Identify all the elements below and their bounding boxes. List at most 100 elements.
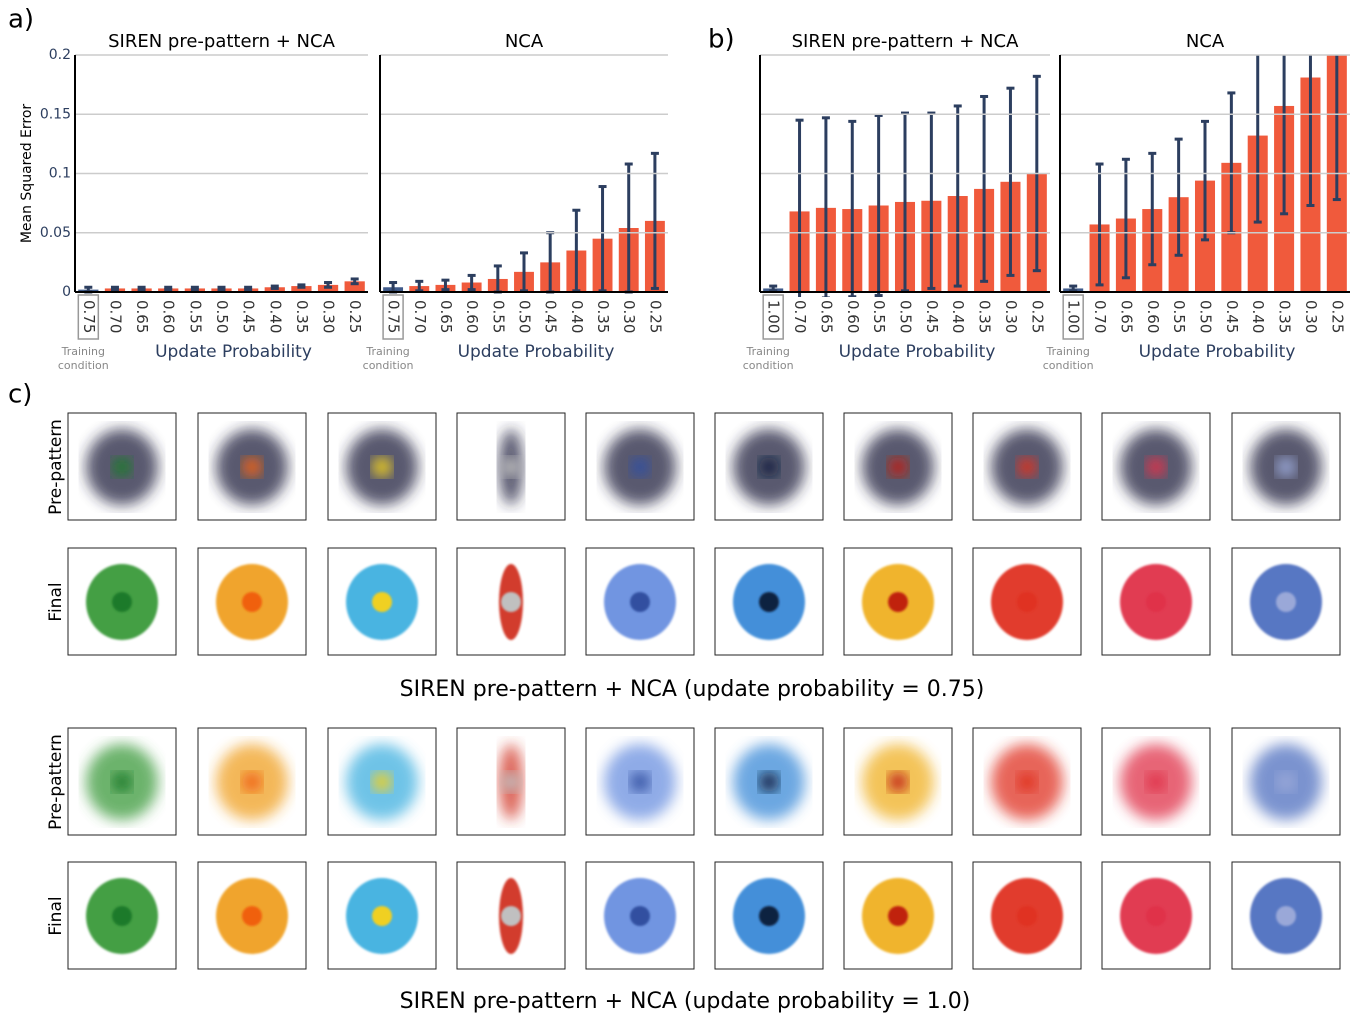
image-detail: [759, 906, 779, 926]
x-tick-label: 0.70: [411, 300, 429, 333]
x-tick-label: 0.65: [133, 300, 151, 333]
image-detail: [501, 772, 521, 792]
x-tick-label: 0.50: [213, 300, 231, 333]
image-detail: [112, 906, 132, 926]
image-detail: [1146, 906, 1166, 926]
x-tick-label: 0.25: [1028, 300, 1046, 333]
x-axis-label: Update Probability: [839, 342, 996, 362]
image-detail: [112, 592, 132, 612]
image-detail: [1017, 592, 1037, 612]
x-tick-label: 0.25: [1328, 300, 1346, 333]
y-tick-label: 0: [62, 284, 71, 300]
x-tick-label: 0.55: [870, 300, 888, 333]
image-detail: [759, 457, 779, 477]
image-detail: [888, 592, 908, 612]
image-detail: [630, 906, 650, 926]
image-detail: [501, 592, 521, 612]
x-tick-label: 0.45: [240, 300, 258, 333]
chart-title: SIREN pre-pattern + NCA: [792, 31, 1019, 52]
x-tick-label: 0.25: [346, 300, 364, 333]
image-detail: [630, 457, 650, 477]
x-tick-label: 1.00: [765, 300, 783, 333]
y-axis-label: Mean Squared Error: [19, 104, 35, 244]
x-tick-label: 0.70: [106, 300, 124, 333]
x-tick-label: 0.70: [791, 300, 809, 333]
x-tick-label: 0.55: [186, 300, 204, 333]
annotation: Training condition: [353, 345, 423, 373]
image-detail: [372, 906, 392, 926]
x-axis-label: Update Probability: [155, 342, 312, 362]
x-tick-label: 0.65: [817, 300, 835, 333]
x-tick-label: 0.50: [897, 300, 915, 333]
image-detail: [372, 457, 392, 477]
x-axis-label: Update Probability: [458, 342, 615, 362]
image-detail: [242, 592, 262, 612]
x-tick-label: 0.50: [1197, 300, 1215, 333]
x-tick-label: 0.55: [1170, 300, 1188, 333]
image-detail: [888, 906, 908, 926]
x-tick-label: 0.60: [160, 300, 178, 333]
x-tick-label: 0.35: [1276, 300, 1294, 333]
chart-title: NCA: [1186, 31, 1225, 52]
x-tick-label: 0.45: [923, 300, 941, 333]
image-detail: [242, 906, 262, 926]
y-tick-label: 0.1: [49, 166, 71, 182]
panel-label: c): [8, 380, 32, 410]
panel-label: a): [8, 5, 34, 35]
image-detail: [1276, 906, 1296, 926]
x-tick-label: 1.00: [1065, 300, 1083, 333]
image-detail: [1146, 772, 1166, 792]
x-tick-label: 0.55: [489, 300, 507, 333]
image-detail: [759, 592, 779, 612]
x-tick-label: 0.50: [516, 300, 534, 333]
x-tick-label: 0.65: [437, 300, 455, 333]
image-detail: [1017, 906, 1037, 926]
x-tick-label: 0.30: [320, 300, 338, 333]
image-detail: [1276, 457, 1296, 477]
caption: SIREN pre-pattern + NCA (update probabil…: [400, 677, 985, 702]
x-tick-label: 0.35: [976, 300, 994, 333]
image-detail: [759, 772, 779, 792]
row-label: Final: [46, 582, 66, 621]
x-tick-label: 0.60: [463, 300, 481, 333]
image-detail: [501, 906, 521, 926]
x-tick-label: 0.30: [620, 300, 638, 333]
image-detail: [372, 592, 392, 612]
x-tick-label: 0.45: [542, 300, 560, 333]
image-detail: [888, 457, 908, 477]
x-tick-label: 0.35: [293, 300, 311, 333]
row-label: Final: [46, 896, 66, 935]
image-detail: [630, 592, 650, 612]
x-tick-label: 0.40: [568, 300, 586, 333]
plot: [78, 279, 365, 292]
x-tick-label: 0.75: [385, 300, 403, 333]
x-tick-label: 0.40: [1249, 300, 1267, 333]
caption: SIREN pre-pattern + NCA (update probabil…: [400, 989, 971, 1014]
image-detail: [1276, 592, 1296, 612]
image-detail: [1146, 457, 1166, 477]
image-detail: [1146, 592, 1166, 612]
image-detail: [372, 772, 392, 792]
image-detail: [242, 772, 262, 792]
chart-title: NCA: [505, 31, 544, 52]
plot: [763, 76, 1047, 302]
image-detail: [242, 457, 262, 477]
chart-title: SIREN pre-pattern + NCA: [108, 31, 335, 52]
image-detail: [112, 772, 132, 792]
row-label: Pre-pattern: [46, 419, 66, 515]
image-detail: [630, 772, 650, 792]
image-detail: [501, 457, 521, 477]
x-tick-label: 0.35: [594, 300, 612, 333]
image-detail: [1017, 457, 1037, 477]
figure-canvas: a) b) c) SIREN pre-pattern + NCA (update…: [0, 0, 1353, 1017]
panel-label: b): [708, 25, 735, 55]
x-tick-label: 0.30: [1302, 300, 1320, 333]
x-tick-label: 0.70: [1091, 300, 1109, 333]
figure: a) b) c) SIREN pre-pattern + NCA (update…: [0, 0, 1353, 1017]
x-tick-label: 0.45: [1223, 300, 1241, 333]
image-detail: [1276, 772, 1296, 792]
y-tick-label: 0.15: [40, 106, 71, 122]
row-label: Pre-pattern: [46, 734, 66, 830]
x-tick-label: 0.25: [646, 300, 664, 333]
image-detail: [888, 772, 908, 792]
